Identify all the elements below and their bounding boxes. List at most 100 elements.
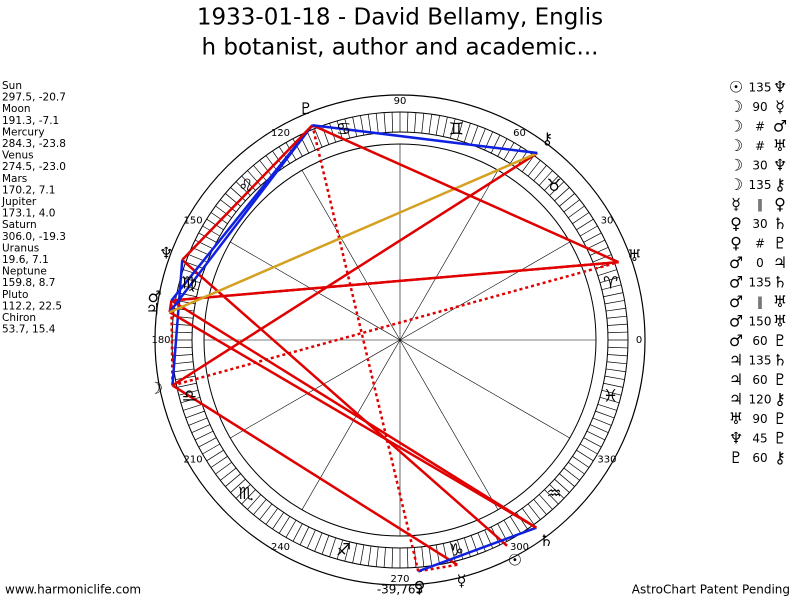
ring-tick — [597, 403, 617, 411]
ring-tick — [606, 315, 627, 319]
ring-tick — [253, 165, 267, 181]
sector-line — [301, 339, 401, 510]
sector-line — [399, 339, 499, 510]
ring-tick — [607, 354, 628, 357]
aspect-line — [312, 123, 538, 155]
ring-tick — [435, 544, 440, 565]
zodiac-sign: ♓ — [603, 386, 618, 406]
ring-tick — [421, 546, 425, 567]
planet-coords: 19.6, 7.1 — [2, 254, 49, 266]
aspect-type: 135 — [749, 276, 772, 290]
aspect-type: 60 — [752, 451, 767, 465]
aspect-from: ♂ — [729, 331, 743, 350]
aspect-to: ♅ — [773, 136, 787, 155]
planet-name: Uranus — [2, 242, 39, 254]
ring-tick — [442, 116, 448, 137]
ring-tick — [225, 193, 241, 207]
ring-tick — [172, 323, 193, 326]
ring-tick — [225, 473, 241, 487]
title: 1933-01-18 - David Bellamy, Englis — [197, 5, 603, 31]
aspect-to: ☿ — [775, 97, 785, 116]
planet-coords: 284.3, -23.8 — [2, 138, 66, 150]
ring-tick — [336, 120, 344, 141]
planet-name: Neptune — [2, 266, 47, 278]
aspect-type: 0 — [756, 256, 764, 270]
ring-tick — [198, 232, 217, 243]
ring-tick — [383, 547, 386, 568]
planet-coords: 274.5, -23.0 — [2, 161, 66, 173]
ring-tick — [292, 523, 303, 542]
sector-line — [399, 339, 570, 439]
ring-tick — [509, 516, 522, 534]
ring-tick — [538, 494, 553, 510]
zodiac-sign: ♎ — [182, 386, 197, 406]
aspect-from: ♂ — [729, 312, 743, 331]
ring-tick — [527, 503, 541, 520]
degree-label: 300 — [510, 542, 529, 553]
aspect-to: ♄ — [773, 214, 787, 233]
ring-tick — [306, 529, 316, 549]
ring-tick — [360, 544, 365, 565]
aspect-type: 135 — [749, 178, 772, 192]
planet-glyph: ☉ — [508, 550, 522, 569]
ring-tick — [586, 239, 606, 250]
zodiac-sign: ♉ — [547, 176, 562, 196]
footer-right: AstroChart Patent Pending — [632, 583, 790, 597]
planet-glyph: ♆ — [159, 244, 173, 263]
aspect-line — [170, 300, 174, 386]
ring-tick — [533, 499, 547, 515]
aspect-to: ♇ — [773, 331, 787, 350]
ring-tick — [299, 526, 310, 546]
ring-tick — [449, 118, 456, 139]
aspect-to: ♇ — [773, 429, 787, 448]
planet-name: Pluto — [2, 289, 28, 301]
aspect-type: 60 — [752, 334, 767, 348]
ring-tick — [253, 499, 267, 515]
aspect-type: 150 — [749, 315, 772, 329]
ring-tick — [568, 461, 585, 475]
ring-tick — [185, 410, 205, 419]
ring-tick — [583, 232, 602, 243]
planet-name: Jupiter — [1, 196, 37, 208]
aspect-from: ♃ — [729, 370, 743, 389]
planet-name: Mars — [2, 173, 27, 185]
aspect-type: # — [755, 120, 765, 134]
zodiac-sign: ♏ — [238, 484, 253, 504]
aspect-type: 30 — [752, 217, 767, 231]
outer-ring — [154, 94, 646, 586]
aspect-from: ♃ — [729, 351, 743, 370]
ring-tick — [509, 146, 522, 164]
aspect-from: ♂ — [729, 273, 743, 292]
planet-coords: 112.2, 22.5 — [2, 300, 62, 312]
aspect-type: 45 — [752, 432, 767, 446]
aspect-from: ♃ — [729, 390, 743, 409]
ring-tick — [554, 187, 570, 202]
ring-tick — [477, 532, 486, 552]
aspect-from: ☽ — [729, 175, 743, 194]
aspect-type: 135 — [749, 354, 772, 368]
planet-coords: 53.7, 15.4 — [2, 324, 56, 336]
ring-tick — [406, 112, 409, 133]
ring-tick — [352, 116, 358, 137]
ring-tick — [559, 473, 575, 487]
aspect-from: ♆ — [729, 429, 743, 448]
ring-tick — [336, 539, 344, 560]
planet-coords: 297.5, -20.7 — [2, 92, 66, 104]
aspect-line — [171, 151, 539, 387]
degree-label: 150 — [183, 216, 202, 227]
ring-tick — [183, 403, 203, 411]
aspect-line — [417, 563, 458, 573]
ring-tick — [604, 300, 625, 305]
ring-tick — [220, 467, 237, 481]
planet-coords: 173.1, 4.0 — [2, 208, 55, 220]
ring-tick — [428, 114, 433, 135]
ring-tick — [367, 545, 372, 566]
aspect-to: ♀ — [774, 195, 786, 214]
ring-tick — [241, 489, 256, 505]
ring-tick — [607, 346, 628, 349]
title: h botanist, author and academic... — [202, 35, 599, 61]
planet-glyph: ⚷ — [542, 129, 554, 148]
aspect-line — [168, 124, 314, 313]
ring-tick — [206, 449, 224, 462]
planet-glyph: ♃ — [146, 300, 160, 319]
